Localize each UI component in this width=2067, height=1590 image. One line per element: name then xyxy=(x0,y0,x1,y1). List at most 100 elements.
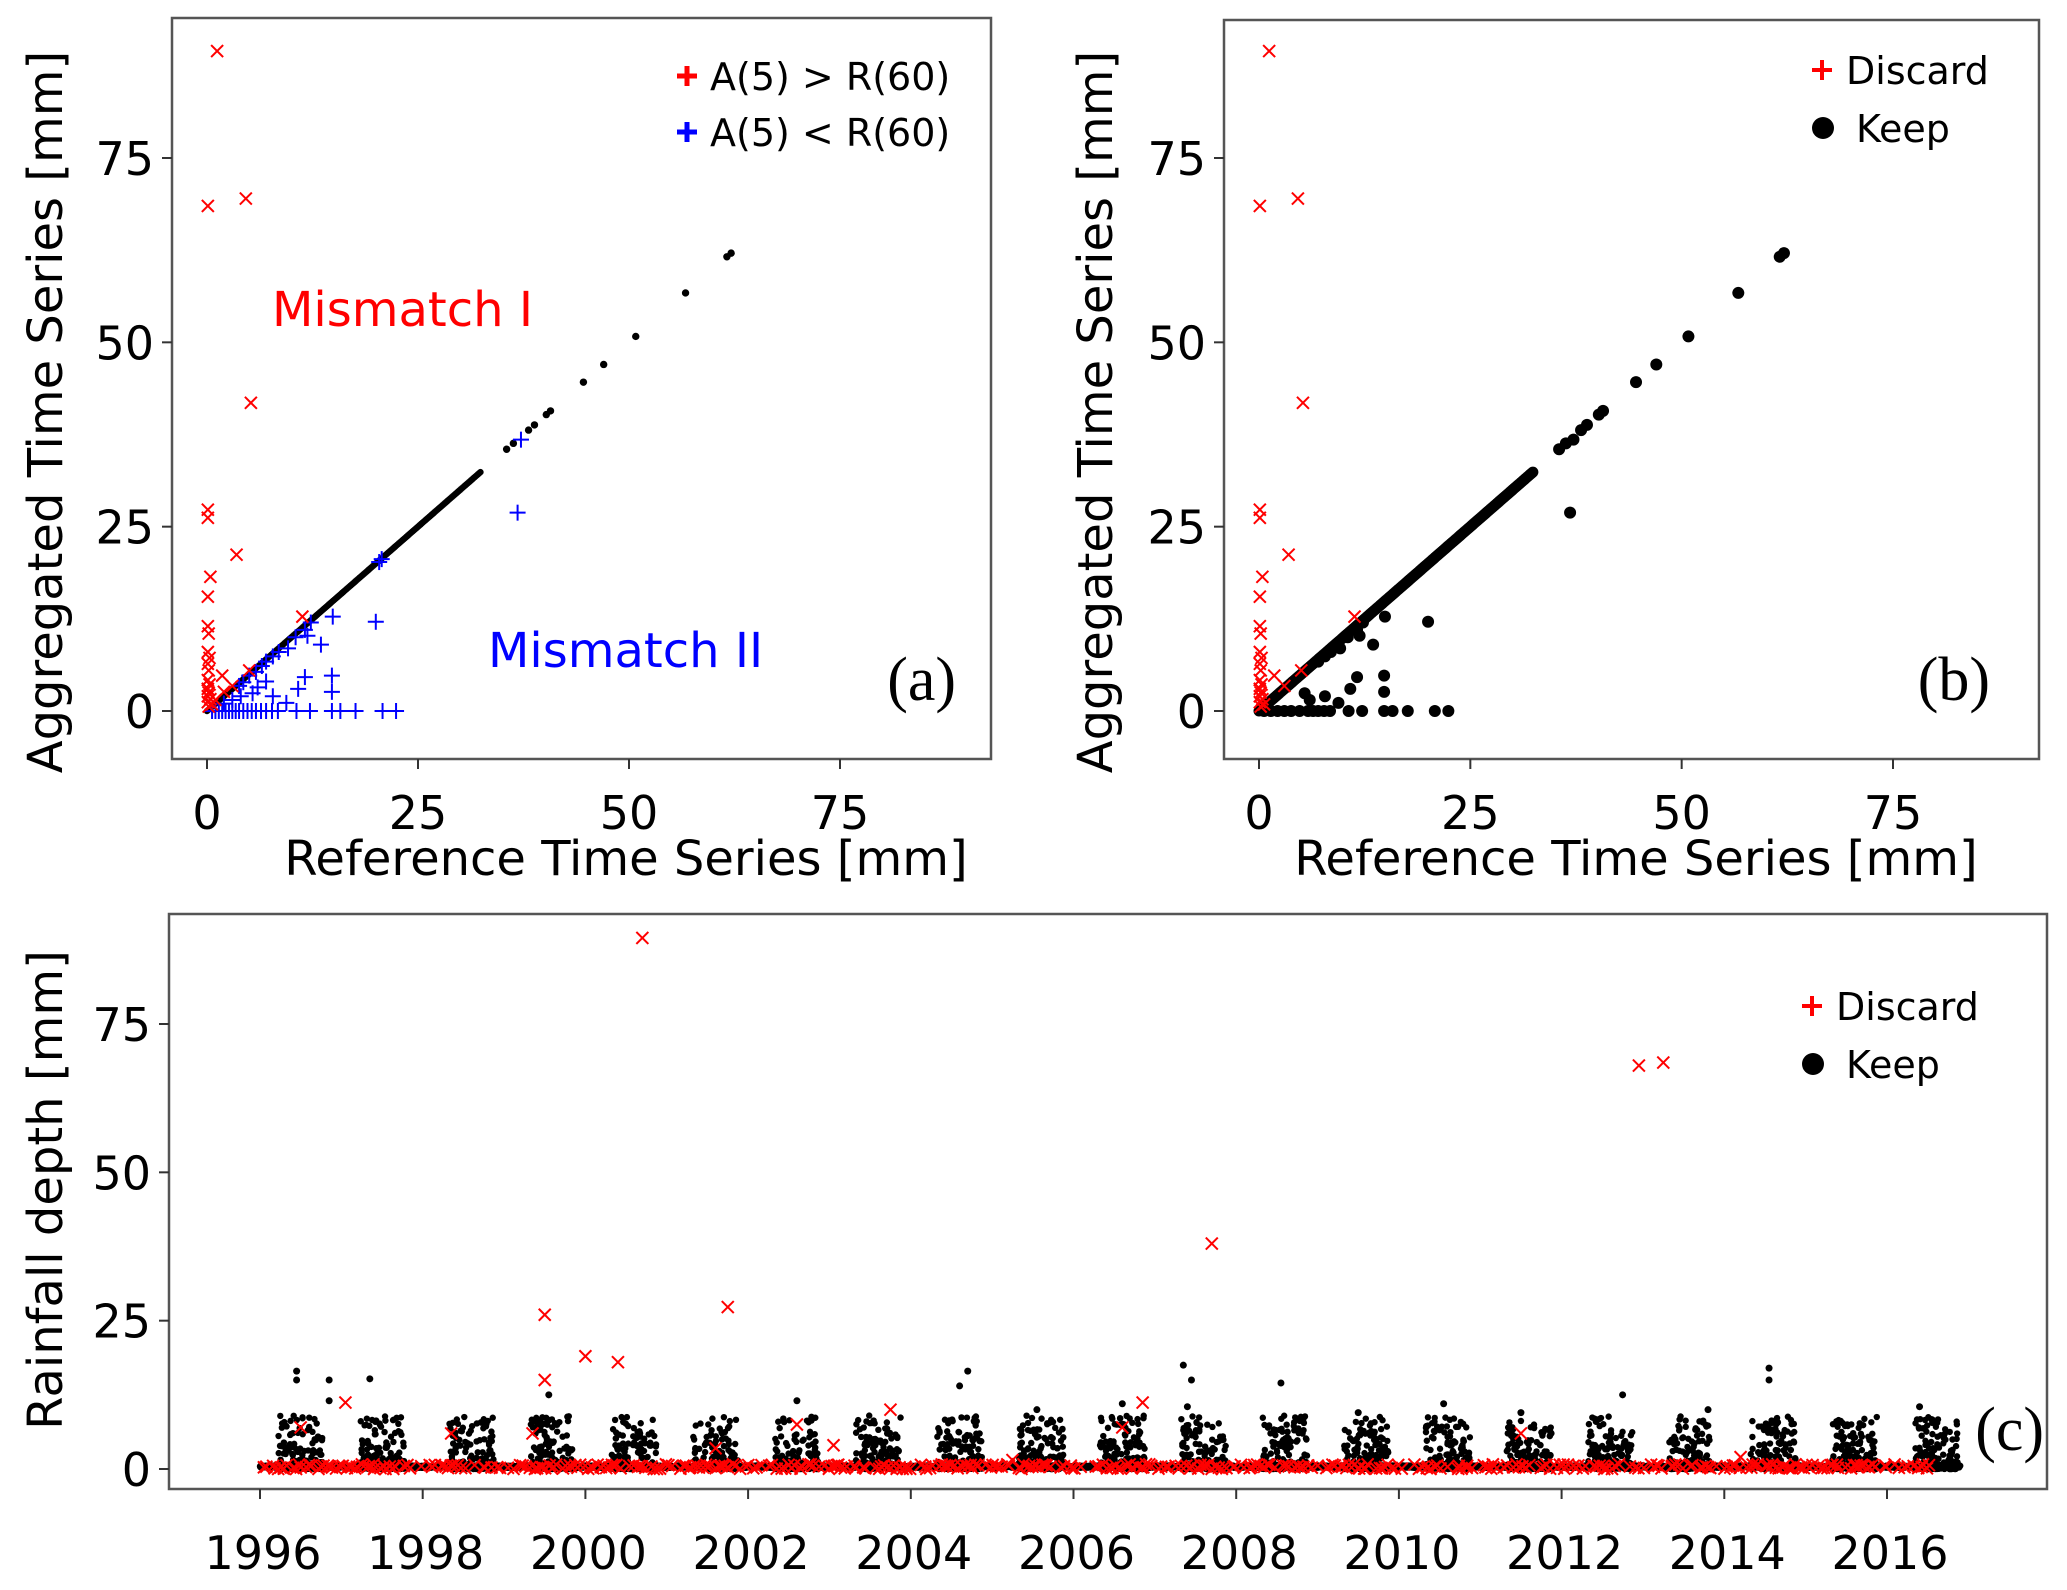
mismatch-ii-point xyxy=(332,703,349,719)
panel-a-ylabel: Aggregated Time Series [mm] xyxy=(18,51,74,774)
legend-label: A(5) < R(60) xyxy=(710,111,950,155)
keep-point xyxy=(1442,705,1455,717)
discard-point xyxy=(217,685,231,699)
panel-a-legend: A(5) > R(60) A(5) < R(60) xyxy=(677,55,950,155)
y-tick-label: 50 xyxy=(1147,316,1206,370)
mismatch-ii-point xyxy=(301,703,318,719)
keep-point xyxy=(1682,330,1695,343)
keep-point xyxy=(1378,685,1391,698)
keep-point xyxy=(1401,705,1414,717)
keep-point xyxy=(1318,690,1331,703)
keep-point xyxy=(1353,629,1366,642)
keep-point xyxy=(524,426,533,434)
keep-point xyxy=(1378,669,1391,682)
keep-point xyxy=(1428,705,1441,717)
keep-point xyxy=(1580,418,1593,431)
mismatch-ii-point xyxy=(249,679,266,696)
discard-point xyxy=(210,44,224,58)
panel-b-xlabel: Reference Time Series [mm] xyxy=(1294,831,1978,887)
y-tick-label: 0 xyxy=(125,685,154,739)
panel-c-marks xyxy=(256,931,1964,1476)
y-tick-label: 25 xyxy=(1147,501,1206,555)
panel-b-tag: (b) xyxy=(1918,646,1990,714)
panel-b-marks xyxy=(1253,44,1790,717)
y-tick-label: 75 xyxy=(95,132,154,186)
keep-point xyxy=(1334,642,1347,655)
mismatch-ii-point xyxy=(269,703,286,719)
keep-point xyxy=(1324,705,1337,717)
mismatch-ii-point xyxy=(258,673,275,690)
keep-point xyxy=(1303,693,1316,706)
keep-point xyxy=(1312,655,1325,668)
mismatch-ii-point xyxy=(287,629,304,646)
legend-label: Discard xyxy=(1846,49,1989,93)
keep-point xyxy=(1527,466,1539,478)
legend-label: A(5) > R(60) xyxy=(710,55,950,99)
y-tick-label: 25 xyxy=(95,501,154,555)
legend-plus-red-icon xyxy=(677,66,697,86)
discard-point xyxy=(1253,199,1267,213)
mismatch-ii-point xyxy=(388,703,405,719)
keep-point xyxy=(1351,671,1364,684)
keep-point xyxy=(1285,705,1298,717)
discard-point xyxy=(1253,695,1267,709)
discard-point xyxy=(201,695,215,709)
panel-a-marks xyxy=(201,44,735,719)
panel-a-xlabel: Reference Time Series [mm] xyxy=(284,831,968,887)
keep-point xyxy=(681,289,690,297)
discard-point xyxy=(225,679,240,693)
mismatch-ii-point xyxy=(264,688,281,705)
x-tick-label: 25 xyxy=(389,786,448,840)
x-tick-label: 0 xyxy=(192,786,221,840)
mismatch-ii-point xyxy=(373,551,390,568)
keep-point xyxy=(477,468,484,476)
keep-point xyxy=(579,378,588,386)
keep-point xyxy=(1422,615,1435,628)
x-tick-label: 0 xyxy=(1244,786,1273,840)
discard-point xyxy=(1262,44,1276,58)
keep-point xyxy=(1597,404,1610,417)
panel-a-frame xyxy=(170,16,993,761)
discard-point xyxy=(201,511,215,525)
keep-point xyxy=(1650,358,1663,371)
x-tick-label: 75 xyxy=(811,786,870,840)
discard-point xyxy=(1253,511,1267,525)
x-tick-label: 75 xyxy=(1864,786,1923,840)
mismatch-ii-point xyxy=(509,504,526,521)
discard-point xyxy=(1253,699,1268,714)
discard-point xyxy=(1255,570,1270,584)
mismatch-ii-point xyxy=(324,608,341,625)
mismatch-ii-point xyxy=(323,667,340,684)
keep-point xyxy=(632,332,640,341)
keep-point xyxy=(1386,705,1399,717)
discard-point xyxy=(1253,626,1268,641)
mismatch-ii-point xyxy=(323,683,340,700)
panel-c: 1996 1998 2000 2002 2004 2006 2008 2010 2012 2014… xyxy=(18,912,2049,1580)
keep-point xyxy=(1378,705,1391,717)
mismatch-ii-point xyxy=(347,703,364,719)
keep-point xyxy=(1732,286,1745,299)
legend-dot-black-icon xyxy=(1812,117,1834,139)
keep-point xyxy=(502,445,511,453)
keep-point xyxy=(1777,247,1790,260)
discard-point xyxy=(1296,396,1310,410)
keep-point xyxy=(1344,682,1357,695)
y-tick-label: 0 xyxy=(1177,685,1206,739)
annotation-mismatch-i: Mismatch I xyxy=(272,282,533,338)
keep-point xyxy=(1378,610,1391,623)
keep-point xyxy=(1342,705,1355,717)
x-tick-label: 25 xyxy=(1441,786,1500,840)
panel-a-tag: (a) xyxy=(887,646,956,714)
discard-point xyxy=(1291,191,1305,206)
discard-point xyxy=(229,547,244,562)
discard-point xyxy=(1281,547,1296,562)
discard-point xyxy=(201,590,215,604)
legend-plus-blue-icon xyxy=(677,122,697,142)
mismatch-ii-point xyxy=(296,669,313,686)
discard-point xyxy=(1294,663,1308,678)
keep-point xyxy=(1293,705,1306,717)
discard-point xyxy=(239,191,253,206)
mismatch-ii-point xyxy=(224,691,241,708)
keep-point xyxy=(1367,638,1380,651)
